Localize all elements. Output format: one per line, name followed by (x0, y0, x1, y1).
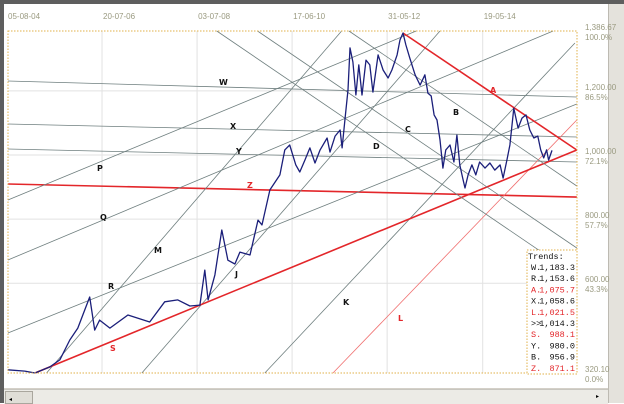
trendline-label-c: C (405, 125, 411, 134)
legend-key: S. (531, 330, 541, 340)
legend-value: 1,183.3 (539, 263, 575, 273)
price-series-line (7, 32, 553, 374)
trendline-b (348, 30, 578, 187)
legend-key: B. (531, 353, 541, 363)
plot-border (7, 30, 578, 374)
legend-value: 1,075.7 (539, 285, 575, 295)
y-tick-label: 1,386.67 (585, 23, 617, 32)
y-tick-percent: 86.5% (585, 93, 608, 102)
trendline-d (216, 30, 578, 277)
trendline-label-x: X (230, 122, 237, 131)
trendline-label-q: Q (100, 213, 107, 222)
horizontal-scrollbar[interactable]: ◂ (4, 389, 608, 404)
trendline-p (7, 30, 417, 201)
legend-title: Trends: (528, 252, 564, 262)
x-axis-ticks: 05-08-04 20-07-06 03-07-08 17-06-10 31-05-12… (8, 12, 516, 21)
x-tick-label: 03-07-08 (198, 12, 231, 21)
y-tick-percent: 72.1% (585, 157, 608, 166)
trendline-m (46, 30, 342, 374)
trendline-a (402, 32, 578, 151)
trendline-z (7, 183, 577, 198)
trendline-l (332, 119, 578, 374)
y-tick-label: 800.00 (585, 211, 610, 220)
trendline-s (34, 149, 578, 374)
legend-key: R. (531, 274, 541, 284)
y-tick-label: 320.10 (585, 365, 610, 374)
trendline-label-y: Y (235, 147, 242, 156)
legend-value: 980.0 (549, 341, 575, 351)
trendline-w (7, 80, 577, 98)
trendline-label-z: Z (247, 181, 253, 190)
trendline-label-w: W (219, 78, 228, 87)
legend-value: 1,153.6 (539, 274, 575, 284)
window-border-top (0, 0, 624, 4)
scroll-left-arrow-icon[interactable]: ◂ (9, 397, 13, 403)
legend-value: 1,058.6 (539, 297, 575, 307)
legend-key: >> (531, 319, 541, 329)
legend-key: Z. (531, 364, 541, 374)
window-border-left (0, 0, 4, 403)
y-tick-label: 1,000.00 (585, 147, 617, 156)
scroll-right-arrow-icon[interactable]: ▸ (596, 394, 600, 400)
x-tick-label: 05-08-04 (8, 12, 41, 21)
y-tick-percent: 100.0% (585, 33, 612, 42)
trendline-label-b: B (453, 108, 459, 117)
legend-value: 988.1 (549, 330, 575, 340)
right-panel-strip (608, 4, 624, 403)
legend-value: 1,014.3 (539, 319, 575, 329)
trendline-label-j: J (234, 270, 238, 279)
trendline-label-r: R (108, 282, 114, 291)
x-tick-label: 19-05-14 (484, 12, 517, 21)
legend-key: Y. (531, 341, 541, 351)
trendline-j (141, 30, 441, 374)
y-tick-label: 600.00 (585, 275, 610, 284)
trendline-c (257, 30, 578, 249)
x-tick-label: 31-05-12 (388, 12, 421, 21)
trendline-label-d: D (373, 142, 380, 151)
trendline-label-p: P (97, 164, 103, 173)
legend-key: A. (531, 285, 541, 295)
trendline-label-a: A (490, 86, 497, 95)
trendlines (7, 30, 578, 374)
trendline-q (7, 30, 554, 261)
x-tick-label: 17-06-10 (293, 12, 326, 21)
y-tick-percent: 43.3% (585, 285, 608, 294)
trendline-label-m: M (154, 246, 162, 255)
trendline-label-k: K (343, 298, 350, 307)
legend-value: 871.1 (549, 364, 575, 374)
y-tick-percent: 0.0% (585, 375, 603, 384)
trends-legend: Trends:W.1,183.3R.1,153.6A.1,075.7 X.1,05… (526, 249, 578, 375)
legend-value: 956.9 (549, 353, 575, 363)
y-tick-label: 1,200.00 (585, 83, 617, 92)
trendline-x (7, 123, 577, 138)
trendline-label-l: L (398, 314, 403, 323)
legend-key: X. (531, 297, 541, 307)
trendline-label-s: S (110, 344, 116, 353)
legend-box (526, 249, 578, 375)
trendline-labels: W X Y Z P Q R M J K L S A B C D (97, 78, 497, 353)
trendline-k (264, 42, 576, 374)
legend-value: 1,021.5 (539, 308, 575, 318)
legend-key: W. (531, 263, 541, 273)
y-tick-percent: 57.7% (585, 221, 608, 230)
legend-key: L. (531, 308, 541, 318)
x-tick-label: 20-07-06 (103, 12, 136, 21)
